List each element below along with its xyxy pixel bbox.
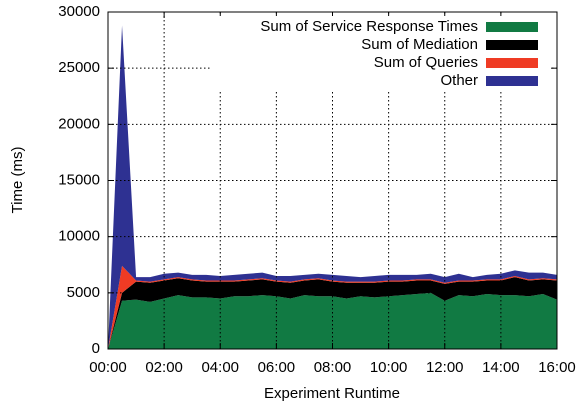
- x-tick-label: 02:00: [145, 359, 183, 376]
- x-tick-label: 08:00: [314, 359, 352, 376]
- legend-swatch: [486, 22, 538, 32]
- x-tick-label: 14:00: [482, 359, 520, 376]
- area: [108, 277, 557, 349]
- y-tick-label: 10000: [58, 228, 100, 245]
- y-axis-title: Time (ms): [9, 147, 26, 214]
- x-tick-label: 10:00: [370, 359, 408, 376]
- legend-label: Sum of Queries: [374, 54, 478, 71]
- y-tick-label: 5000: [67, 284, 100, 301]
- legend-swatch: [486, 76, 538, 86]
- legend-swatch: [486, 40, 538, 50]
- x-tick-label: 06:00: [258, 359, 296, 376]
- y-tick-label: 30000: [58, 3, 100, 20]
- legend-label: Other: [440, 72, 478, 89]
- legend-swatch: [486, 58, 538, 68]
- legend-label: Sum of Service Response Times: [260, 18, 478, 35]
- y-tick-label: 15000: [58, 171, 100, 188]
- x-axis-title: Experiment Runtime: [264, 385, 400, 402]
- x-tick-label: 04:00: [201, 359, 239, 376]
- x-tick-label: 12:00: [426, 359, 464, 376]
- x-tick-label: 00:00: [89, 359, 127, 376]
- legend-label: Sum of Mediation: [361, 36, 478, 53]
- y-tick-label: 0: [92, 340, 100, 357]
- x-tick-label: 16:00: [538, 359, 576, 376]
- y-tick-label: 25000: [58, 59, 100, 76]
- plot-frame: [107, 11, 558, 350]
- y-tick-label: 20000: [58, 115, 100, 132]
